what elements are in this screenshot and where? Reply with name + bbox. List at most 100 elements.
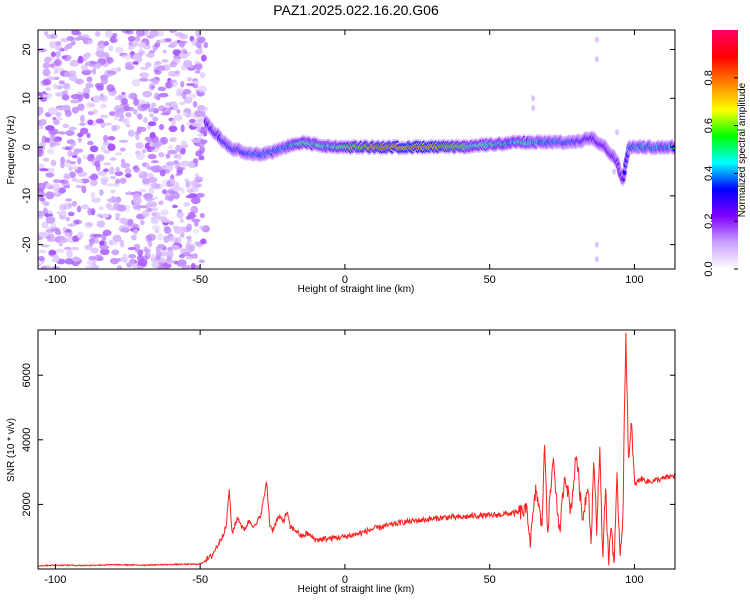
noise-cell	[154, 228, 160, 234]
noise-cell	[50, 141, 56, 148]
noise-cell	[109, 166, 115, 175]
noise-cell	[188, 93, 197, 99]
x-tick-label: 0	[342, 574, 348, 586]
noise-cell	[147, 121, 157, 127]
noise-cell	[40, 244, 50, 248]
noise-cell	[173, 114, 183, 122]
noise-cell	[89, 175, 95, 181]
noise-cell	[43, 207, 48, 215]
noise-cell	[178, 226, 187, 233]
noise-cell	[81, 204, 90, 210]
noise-cell	[170, 118, 176, 127]
noise-cell	[160, 209, 169, 216]
noise-cell	[42, 68, 51, 77]
noise-cell	[100, 74, 109, 81]
noise-cell	[147, 146, 156, 150]
noise-cell	[148, 176, 158, 184]
noise-cell	[116, 204, 127, 212]
noise-cell	[152, 142, 159, 148]
noise-cell	[148, 50, 156, 54]
noise-cell	[152, 206, 159, 212]
noise-cell	[169, 137, 177, 142]
noise-cell	[41, 118, 47, 126]
noise-cell	[38, 182, 47, 191]
noise-cell	[157, 86, 167, 92]
noise-cell	[106, 70, 117, 75]
noise-cell	[148, 186, 155, 195]
noise-cell	[104, 30, 113, 38]
noise-cell	[161, 59, 169, 63]
noise-cell	[123, 105, 131, 112]
noise-cell	[173, 160, 179, 165]
noise-cell	[180, 147, 186, 155]
noise-cell	[42, 79, 52, 86]
noise-cell	[176, 166, 184, 174]
noise-cell	[157, 233, 164, 241]
noise-cell	[198, 37, 205, 44]
noise-cell	[121, 30, 132, 34]
noise-cell	[133, 228, 139, 235]
noise-cell	[71, 165, 79, 170]
noise-cell	[47, 209, 53, 215]
noise-cell	[116, 265, 123, 269]
noise-cell	[157, 243, 166, 249]
noise-cell	[40, 197, 46, 202]
noise-cell	[127, 129, 135, 137]
noise-cell	[141, 148, 147, 154]
noise-cell	[183, 96, 193, 104]
noise-cell	[51, 183, 61, 192]
noise-cell	[45, 87, 51, 91]
x-tick-label: 100	[625, 574, 643, 586]
noise-cell	[53, 58, 63, 67]
noise-cell	[169, 30, 177, 34]
noise-cell	[177, 259, 187, 267]
noise-cell	[176, 109, 181, 114]
noise-cell	[115, 217, 120, 221]
x-tick-label: 50	[484, 574, 496, 586]
noise-cell	[128, 253, 137, 259]
noise-cell	[169, 178, 175, 185]
noise-cell	[60, 156, 66, 165]
noise-cell	[108, 45, 114, 52]
noise-cell	[137, 41, 147, 48]
noise-cell	[49, 250, 57, 256]
noise-cell	[131, 79, 141, 87]
noise-cell	[129, 257, 136, 266]
noise-cell	[137, 50, 144, 57]
noise-cell	[114, 171, 124, 177]
noise-cell	[133, 108, 138, 115]
colorbar-tick-label: 0.6	[703, 118, 715, 133]
noise-cell	[183, 201, 190, 207]
noise-cell	[55, 111, 62, 118]
noise-cell	[137, 265, 143, 269]
noise-cell	[67, 211, 75, 217]
noise-cell	[125, 112, 132, 118]
noise-cell	[106, 57, 114, 64]
noise-cell	[87, 110, 94, 116]
noise-cell	[96, 155, 105, 162]
noise-cell	[63, 71, 71, 78]
noise-cell	[45, 216, 56, 224]
noise-cell	[41, 221, 49, 229]
noise-cell	[133, 165, 140, 173]
noise-cell	[151, 216, 158, 223]
noise-cell	[38, 256, 45, 262]
noise-cell	[127, 35, 136, 42]
noise-cell	[120, 158, 126, 164]
noise-cell	[103, 149, 111, 154]
noise-cell	[55, 92, 65, 97]
noise-cell	[64, 232, 70, 237]
y-tick-label: 20	[21, 43, 33, 55]
noise-cell	[45, 236, 52, 240]
noise-cell	[142, 90, 153, 98]
noise-cell	[155, 39, 161, 45]
noise-cell	[71, 154, 78, 159]
noise-cell	[170, 73, 181, 77]
noise-cell	[192, 158, 199, 164]
colorbar-tick-label: 0.0	[703, 261, 715, 276]
noise-cell	[186, 235, 192, 240]
noise-cell	[47, 148, 55, 155]
noise-cell	[111, 32, 118, 38]
noise-cell	[55, 117, 64, 121]
